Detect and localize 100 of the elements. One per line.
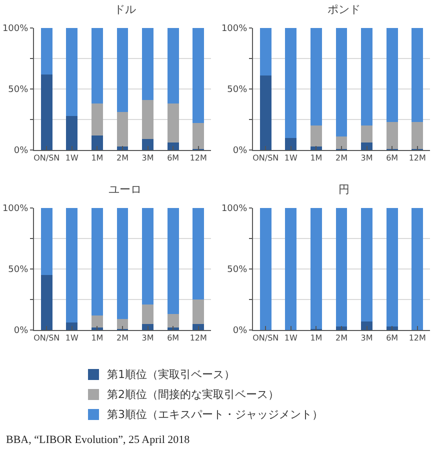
- y-tick-label: 50%: [227, 265, 248, 276]
- bar: [116, 112, 128, 146]
- bar: [260, 76, 272, 150]
- x-tick-label: 1W: [65, 334, 79, 343]
- bar: [66, 116, 78, 150]
- x-tick-label: ON/SN: [34, 334, 60, 343]
- bar: [167, 28, 179, 104]
- bar: [386, 208, 398, 326]
- y-tick-label: 100%: [2, 24, 29, 34]
- text: BBA, “LIBOR Evolution”, 25 April 2018: [6, 434, 190, 446]
- bar: [386, 122, 398, 149]
- bar: [260, 28, 272, 76]
- bar: [336, 136, 348, 149]
- bar: [412, 28, 424, 122]
- bar: [361, 208, 372, 322]
- bar: [285, 28, 297, 138]
- bar: [92, 315, 103, 328]
- x-tick-label: ON/SN: [34, 154, 60, 163]
- legend-label: 第2順位（間接的な実取引ベース）: [107, 386, 279, 402]
- bar: [361, 126, 372, 143]
- x-tick-label: 6M: [386, 334, 398, 343]
- bar: [40, 208, 52, 276]
- x-tick-label: 2M: [336, 334, 348, 343]
- bar: [336, 28, 348, 137]
- x-tick-label: 1W: [65, 154, 79, 163]
- y-tick-label: 50%: [8, 85, 29, 96]
- bar: [92, 104, 103, 136]
- bar: [310, 126, 322, 146]
- x-tick-label: 6M: [386, 154, 398, 163]
- x-tick-label: 2M: [116, 154, 129, 163]
- bar: [142, 28, 154, 100]
- bar: [142, 139, 154, 150]
- x-tick-label: 1W: [284, 154, 298, 163]
- x-tick-label: ON/SN: [252, 334, 279, 343]
- x-tick-label: 3M: [360, 154, 373, 163]
- bar: [142, 304, 154, 324]
- bar: [361, 142, 372, 150]
- bar: [167, 104, 179, 143]
- bar: [192, 208, 204, 300]
- x-tick-label: 3M: [142, 154, 154, 163]
- chart-title: ドル: [114, 2, 136, 16]
- y-tick-label: 50%: [227, 85, 248, 96]
- bar: [142, 324, 154, 330]
- bar: [260, 208, 272, 330]
- bar: [40, 74, 52, 150]
- x-tick-label: 12M: [408, 334, 426, 343]
- bar: [192, 324, 204, 330]
- bar: [167, 208, 179, 314]
- x-tick-label: 12M: [190, 154, 207, 163]
- bar: [412, 122, 424, 149]
- bar: [40, 275, 52, 330]
- chart-title: 円: [338, 182, 350, 196]
- bar: [116, 208, 128, 320]
- y-tick-label: 100%: [221, 24, 248, 34]
- bar: [336, 208, 348, 326]
- bar: [167, 314, 179, 328]
- y-tick-label: 50%: [8, 265, 29, 276]
- x-tick-label: 12M: [408, 154, 426, 163]
- x-tick-label: 12M: [190, 334, 207, 343]
- bar: [142, 100, 154, 140]
- bar: [66, 322, 78, 330]
- bar: [116, 319, 128, 329]
- y-tick-label: 100%: [2, 204, 29, 214]
- x-tick-label: 1M: [310, 154, 322, 163]
- y-tick-label: 0%: [14, 146, 29, 156]
- bar: [40, 28, 52, 74]
- bar: [116, 28, 128, 112]
- bar: [386, 28, 398, 122]
- y-tick-label: 100%: [221, 204, 248, 214]
- bar: [310, 208, 322, 329]
- bar: [192, 28, 204, 124]
- bar: [361, 28, 372, 126]
- y-tick-label: 0%: [14, 326, 29, 336]
- x-tick-label: 3M: [142, 334, 154, 343]
- x-tick-label: 2M: [336, 154, 348, 163]
- x-tick-label: 1M: [310, 334, 322, 343]
- chart-title: ポンド: [327, 2, 360, 16]
- bar: [285, 138, 297, 150]
- x-tick-label: ON/SN: [252, 154, 279, 163]
- y-tick-label: 0%: [232, 146, 248, 156]
- x-tick-label: 6M: [167, 334, 180, 343]
- bar: [412, 208, 424, 330]
- x-tick-label: 6M: [167, 154, 180, 163]
- bar: [192, 123, 204, 149]
- x-tick-label: 2M: [116, 334, 129, 343]
- bar: [92, 208, 103, 316]
- bar: [285, 208, 297, 330]
- x-tick-label: 1M: [91, 154, 104, 163]
- x-tick-label: 1W: [284, 334, 298, 343]
- chart-title: ユーロ: [108, 182, 142, 196]
- y-tick-label: 0%: [232, 326, 248, 336]
- bar: [310, 28, 322, 126]
- bar: [361, 321, 372, 330]
- legend-label: 第1順位（実取引ベース）: [107, 366, 235, 382]
- bar: [167, 142, 179, 150]
- bar: [66, 28, 78, 116]
- bar: [66, 208, 78, 323]
- bar: [192, 300, 204, 324]
- x-tick-label: 1M: [91, 334, 104, 343]
- bar: [142, 208, 154, 304]
